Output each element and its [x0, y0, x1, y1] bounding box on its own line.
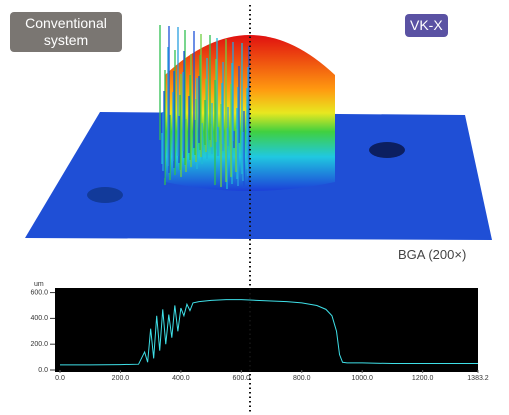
x-tick-label: 1000.0 [351, 375, 373, 382]
badge: VK-X [405, 14, 448, 37]
y-unit: um [34, 281, 44, 288]
profile-chart: um 0.0 200.0 400.0 600.0 0.0 200.0 400.0 600.0 80… [30, 281, 488, 382]
x-tick-label: 1383.2 [467, 375, 489, 382]
y-tick-label: 200.0 [30, 341, 48, 348]
x-tick-label: 600.0 [233, 375, 251, 382]
x-tick-label: 0.0 [55, 375, 65, 382]
badge: Conventional system [10, 12, 122, 52]
x-tick-label: 1200.0 [412, 375, 434, 382]
x-tick-label: 200.0 [112, 375, 130, 382]
y-tick-label: 0.0 [38, 367, 48, 374]
x-tick-label: 400.0 [172, 375, 190, 382]
caption: BGA (200×) [398, 247, 467, 262]
noise-spikes [159, 25, 250, 189]
x-tick-label: 800.0 [293, 375, 311, 382]
profile-line [60, 299, 478, 366]
y-tick-label: 400.0 [30, 315, 48, 322]
y-tick-label: 600.0 [30, 289, 48, 296]
profile-panel [55, 288, 478, 372]
pit [369, 142, 405, 158]
pit [87, 187, 123, 203]
